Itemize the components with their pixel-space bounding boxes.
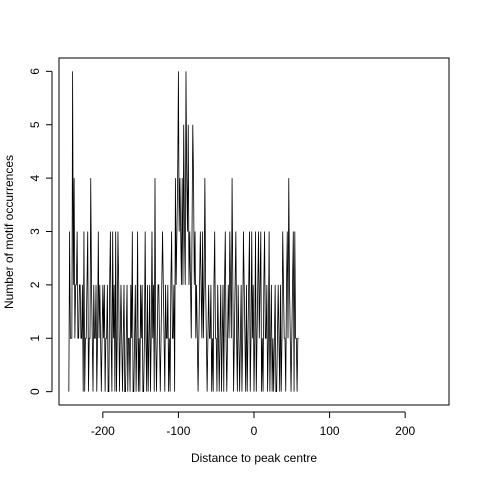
x-tick-label: 100 [320, 424, 340, 438]
y-axis: 0 1 2 3 4 5 6 [28, 68, 53, 395]
x-tick-label: -200 [91, 424, 115, 438]
y-tick-label: 5 [28, 121, 42, 128]
y-axis-label: Number of motif occurrences [2, 155, 16, 309]
series-group [68, 71, 299, 393]
y-tick-label: 0 [28, 388, 42, 395]
y-tick-label: 6 [28, 68, 42, 75]
plot-frame [58, 57, 450, 406]
x-tick-label: 0 [251, 424, 258, 438]
y-tick-label: 3 [28, 228, 42, 235]
x-axis: -200 -100 0 100 200 [91, 411, 415, 438]
x-tick-label: 200 [395, 424, 415, 438]
x-axis-label: Distance to peak centre [191, 451, 317, 465]
y-tick-label: 4 [28, 174, 42, 181]
y-tick-label: 1 [28, 335, 42, 342]
x-tick-label: -100 [166, 424, 190, 438]
series-line [68, 71, 299, 393]
y-tick-label: 2 [28, 281, 42, 288]
